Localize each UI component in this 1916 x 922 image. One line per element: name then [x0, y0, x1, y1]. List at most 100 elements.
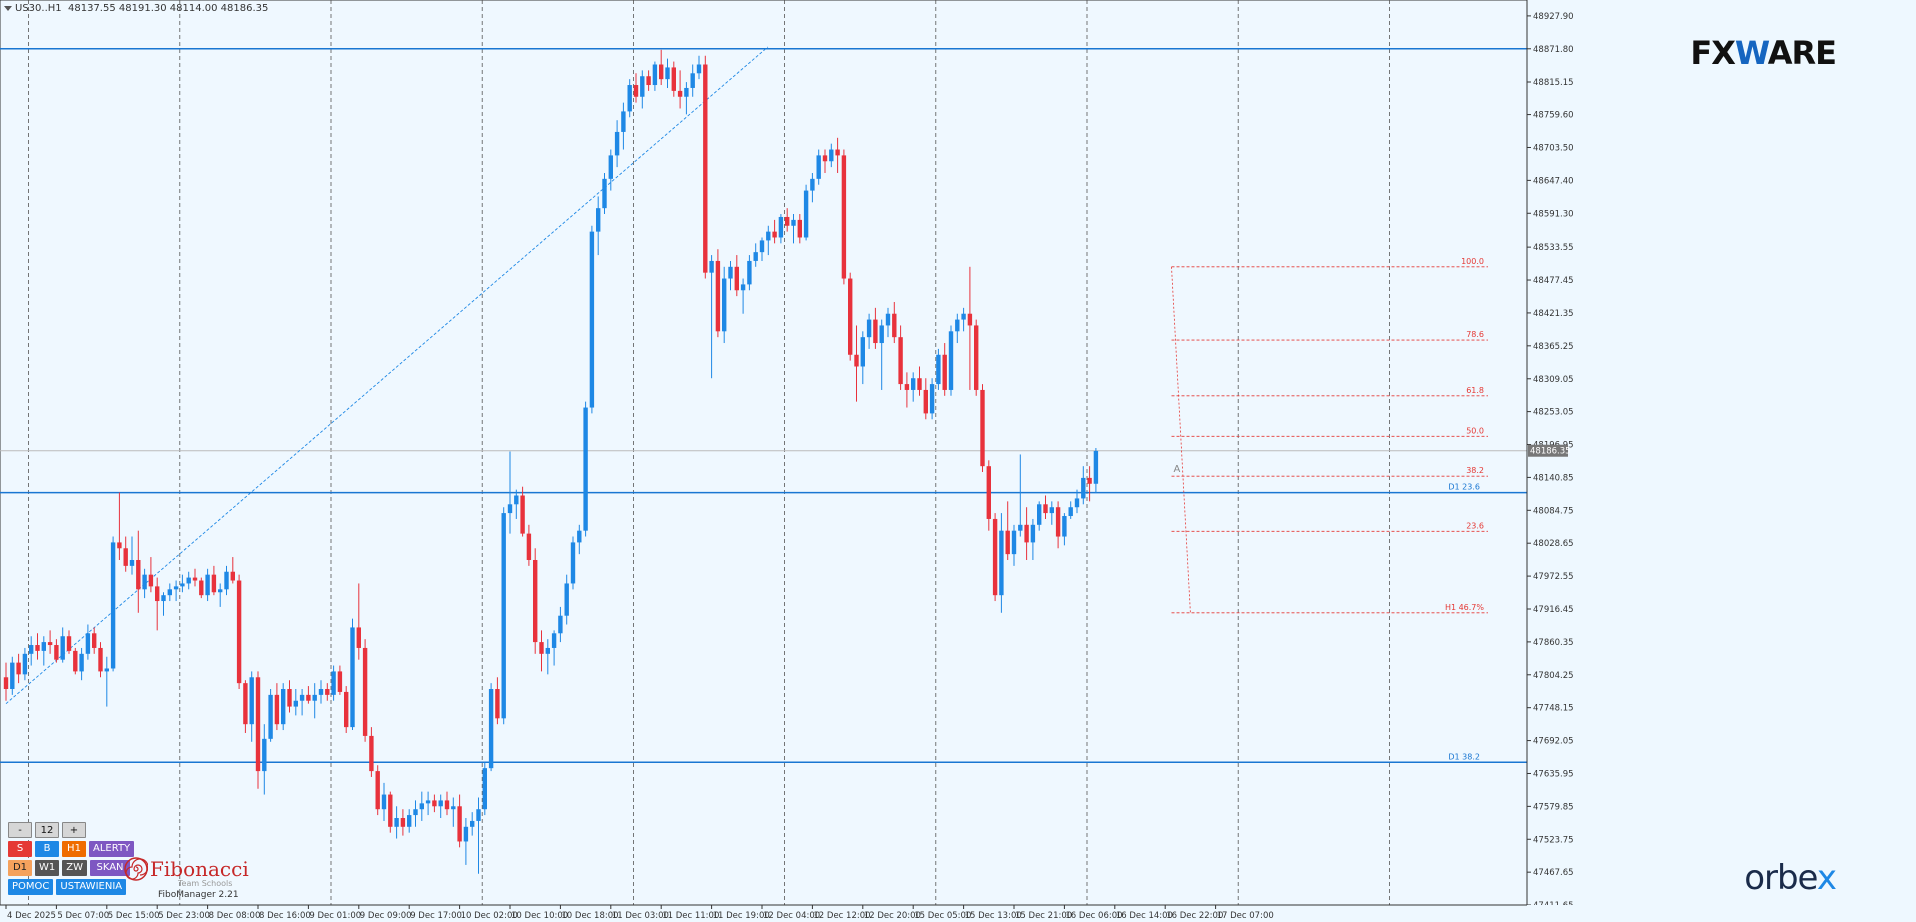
candle-body-34 — [218, 589, 223, 593]
candle-body-6 — [41, 642, 46, 651]
candle-71 — [451, 797, 456, 827]
alerty-button[interactable]: ALERTY — [89, 841, 135, 857]
grid-layer — [0, 0, 1528, 906]
candle-body-126 — [797, 219, 802, 238]
candle-128 — [810, 172, 815, 203]
candle-58 — [369, 727, 374, 777]
candle-161 — [1018, 454, 1023, 537]
y-tick-label-12: 48253.05 — [1533, 408, 1574, 418]
candle-body-12 — [79, 653, 84, 672]
candle-11 — [73, 647, 78, 675]
ustawienia-button[interactable]: USTAWIENIA — [56, 879, 127, 895]
candle-body-167 — [1055, 507, 1061, 537]
candle-0 — [3, 662, 9, 701]
candle-body-97 — [614, 131, 620, 156]
candle-body-63 — [400, 818, 406, 827]
h1-button[interactable]: H1 — [62, 841, 86, 857]
candle-body-70 — [444, 800, 450, 810]
candle-body-59 — [375, 771, 380, 810]
candle-body-162 — [1024, 524, 1029, 543]
candle-48 — [306, 686, 311, 704]
skan-button[interactable]: SKAN — [90, 860, 130, 876]
candle-body-42 — [268, 694, 273, 739]
y-tick-label-8: 48477.45 — [1533, 276, 1574, 286]
zw-button[interactable]: ZW — [62, 860, 87, 876]
candle-91 — [577, 524, 582, 555]
candle-body-125 — [791, 219, 796, 226]
candle-body-5 — [35, 645, 40, 651]
candle-70 — [444, 791, 450, 816]
candle-158 — [999, 513, 1004, 613]
candle-body-156 — [986, 466, 991, 519]
candle-body-53 — [337, 671, 343, 692]
candle-152 — [961, 307, 966, 332]
candle-body-171 — [1081, 477, 1086, 499]
candle-49 — [312, 683, 317, 719]
candle-8 — [54, 639, 59, 663]
y-tick-label-24: 47579.85 — [1533, 802, 1574, 812]
candle-body-29 — [186, 577, 191, 584]
candle-1 — [10, 656, 15, 695]
candle-31 — [199, 577, 204, 599]
candle-7 — [47, 630, 53, 654]
candle-body-120 — [759, 240, 765, 253]
orbex-logo: orbex — [1744, 858, 1837, 898]
candle-132 — [835, 137, 840, 173]
fib-diagonal — [1171, 266, 1191, 613]
x-tick-label-24: 17 Dec 07:00 — [1217, 911, 1274, 921]
candle-56 — [356, 583, 361, 660]
d1-button[interactable]: D1 — [8, 860, 32, 876]
candle-body-39 — [249, 677, 254, 725]
x-tick-label-15: 12 Dec 04:00 — [763, 911, 820, 921]
candle-40 — [255, 671, 261, 789]
sell-button[interactable]: S — [8, 841, 32, 857]
candle-body-149 — [942, 354, 947, 390]
fib-label-5: 23.6 — [1466, 521, 1484, 530]
candle-173 — [1093, 447, 1099, 494]
y-tick-label-20: 47804.25 — [1533, 671, 1574, 681]
candle-147 — [929, 378, 935, 420]
candle-body-138 — [873, 319, 878, 344]
candle-body-151 — [955, 319, 960, 332]
current-price-tag — [1528, 444, 1568, 457]
decrease-button[interactable]: - — [8, 822, 32, 838]
x-tick-label-21: 16 Dec 06:00 — [1065, 911, 1122, 921]
increase-button[interactable]: + — [62, 822, 86, 838]
candle-body-104 — [659, 64, 664, 80]
candle-body-2 — [16, 662, 21, 675]
candle-body-117 — [740, 284, 746, 291]
y-tick-label-16: 48028.65 — [1533, 539, 1574, 549]
candle-body-67 — [425, 800, 431, 804]
candle-113 — [715, 249, 721, 338]
w1-button[interactable]: W1 — [35, 860, 60, 876]
buy-button[interactable]: B — [35, 841, 59, 857]
pomoc-button[interactable]: POMOC — [8, 879, 54, 895]
candle-body-21 — [136, 559, 141, 590]
x-tick-label-13: 11 Dec 11:00 — [662, 911, 719, 921]
spiral-icon — [124, 857, 148, 881]
candle-body-82 — [520, 495, 525, 534]
candle-133 — [841, 149, 847, 285]
candle-82 — [520, 486, 525, 537]
candle-body-130 — [822, 155, 828, 162]
candle-17 — [110, 536, 116, 672]
candle-25 — [161, 592, 166, 616]
candle-body-37 — [236, 580, 242, 684]
candle-body-173 — [1093, 450, 1099, 484]
candle-67 — [425, 791, 431, 816]
candle-94 — [596, 196, 601, 256]
candle-172 — [1087, 466, 1092, 502]
candle-body-99 — [627, 85, 632, 112]
symbol-dropdown-icon[interactable] — [4, 5, 12, 11]
candle-156 — [986, 460, 991, 531]
trendline — [5, 46, 769, 705]
value-field[interactable]: 12 — [35, 822, 59, 838]
candle-38 — [243, 680, 248, 733]
candle-body-55 — [350, 627, 355, 728]
candle-body-143 — [904, 384, 910, 390]
candle-33 — [211, 565, 217, 596]
level-label-2: D1 38.2 — [1448, 752, 1480, 761]
x-tick-label-14: 11 Dec 19:00 — [713, 911, 770, 921]
